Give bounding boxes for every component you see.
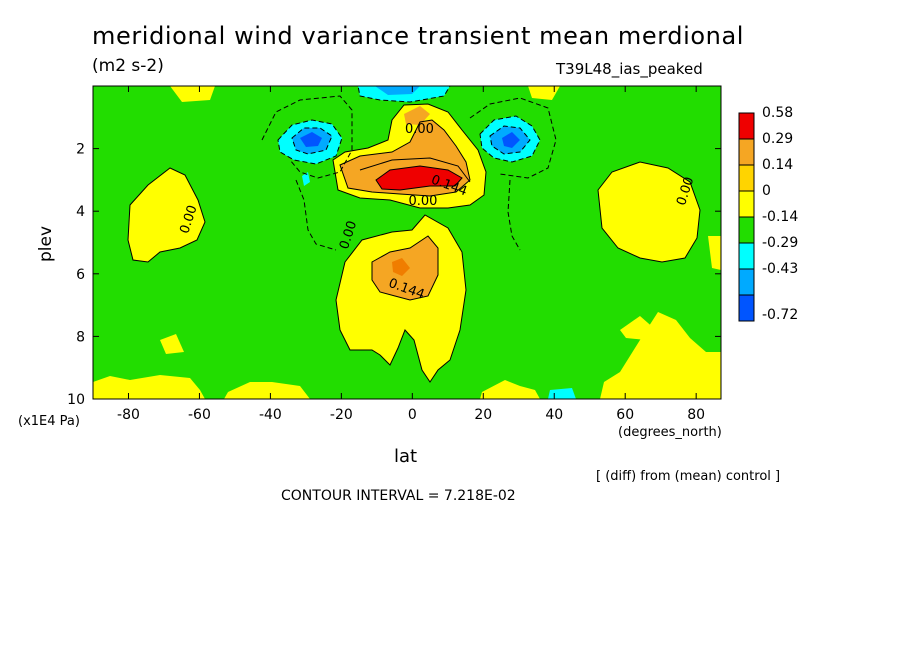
y-tick-label: 8 [76, 329, 85, 345]
blue-core-left [300, 132, 322, 147]
color-legend: 0.58 0.29 0.14 0 -0.14 -0.29 -0.43 -0.72 [738, 105, 798, 323]
legend-label: -0.29 [762, 235, 798, 251]
contour-value-label: 0.00 [408, 194, 437, 209]
yellow-bottom-mid-right [480, 380, 540, 399]
y-axis-ticks: 2 4 6 8 10 [67, 142, 721, 408]
legend-swatch [738, 216, 755, 244]
yellow-bottom-left [93, 375, 205, 399]
contour-value-label: 0.00 [405, 122, 434, 137]
yellow-edge-right [708, 236, 721, 270]
x-tick-label: 60 [616, 407, 634, 423]
yellow-right-speck [620, 316, 656, 340]
x-tick-label: -20 [330, 407, 353, 423]
x-tick-label: -80 [117, 407, 140, 423]
plot-frame [92, 85, 722, 400]
legend-label: 0.14 [762, 157, 793, 173]
x-tick-label: 80 [687, 407, 705, 423]
x-unit-label: (degrees_north) [618, 425, 722, 440]
sky-region-top [375, 86, 420, 95]
yellow-bottom-mid-left [224, 382, 310, 399]
x-tick-label: 0 [408, 407, 417, 423]
units-label: (m2 s-2) [92, 56, 164, 76]
legend-label: 0.58 [762, 105, 793, 121]
orange-upper-small [404, 106, 430, 125]
x-tick-label: -40 [259, 407, 282, 423]
cyan-region-bottom [548, 388, 576, 399]
legend-swatch [738, 268, 755, 296]
diff-note: [ (diff) from (mean) control ] [596, 469, 781, 484]
legend-swatch [738, 294, 755, 322]
yellow-bottom-right [600, 312, 721, 399]
yellow-blob-left [128, 168, 205, 262]
legend-label: 0.29 [762, 131, 793, 147]
plot-area [93, 86, 721, 399]
contour-interval-note: CONTOUR INTERVAL = 7.218E-02 [281, 488, 516, 504]
contour-lines [127, 103, 701, 383]
blue-core-right [502, 132, 520, 148]
legend-label: -0.14 [762, 209, 798, 225]
legend-swatch [738, 138, 755, 166]
legend-swatch [738, 164, 755, 192]
legend-swatch [738, 242, 755, 270]
legend-swatch [738, 112, 755, 140]
cyan-speck [302, 172, 310, 186]
yellow-bottom-speck [160, 334, 184, 354]
yellow-patch-top-right [528, 86, 560, 100]
legend-label: -0.43 [762, 261, 798, 277]
y-unit-label: (x1E4 Pa) [18, 414, 80, 429]
x-tick-label: -60 [188, 407, 211, 423]
yellow-blob-right [598, 162, 700, 262]
dark-orange-core-lower [392, 258, 410, 276]
chart-title: meridional wind variance transient mean … [92, 22, 745, 50]
y-tick-label: 4 [76, 204, 85, 220]
legend-swatch [738, 190, 755, 218]
y-tick-label: 6 [76, 267, 85, 283]
x-tick-label: 20 [474, 407, 492, 423]
run-label: T39L48_ias_peaked [556, 60, 703, 78]
x-axis-label: lat [394, 446, 418, 467]
x-axis-ticks: -80 -60 -40 -20 0 20 40 60 80 [117, 86, 705, 423]
x-tick-label: 40 [545, 407, 563, 423]
legend-label: -0.72 [762, 307, 798, 323]
negative-contour-lines [261, 86, 557, 251]
y-tick-label: 10 [67, 392, 85, 408]
legend-label: 0 [762, 183, 771, 199]
red-core [376, 166, 462, 190]
yellow-patch-top-left [170, 86, 215, 102]
y-tick-label: 2 [76, 142, 85, 158]
